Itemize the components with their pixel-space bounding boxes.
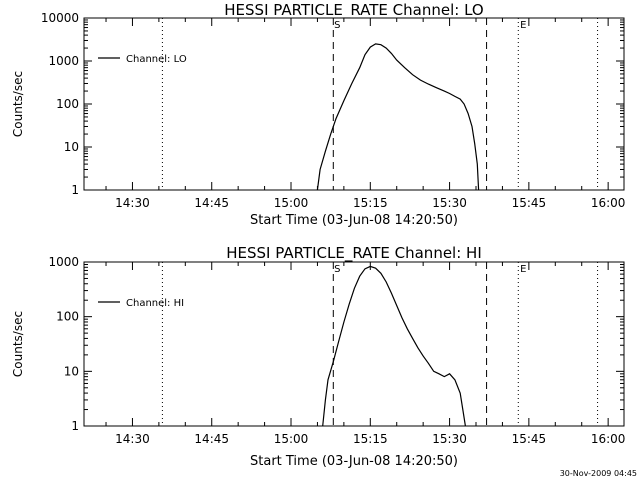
y-tick-label: 10 xyxy=(64,364,79,378)
chart-title: HESSI PARTICLE_RATE Channel: LO xyxy=(224,1,483,20)
x-axis-label: Start Time (03-Jun-08 14:20:50) xyxy=(250,213,458,228)
chart-title: HESSI PARTICLE_RATE Channel: HI xyxy=(226,244,482,263)
y-tick-label: 100 xyxy=(56,97,79,111)
x-tick-label: 15:00 xyxy=(274,196,309,210)
x-tick-label: 15:45 xyxy=(512,196,547,210)
legend-label: Channel: LO xyxy=(126,54,187,65)
plot-frame xyxy=(83,17,625,191)
x-axis-label: Start Time (03-Jun-08 14:20:50) xyxy=(250,454,458,469)
series-line xyxy=(322,265,466,427)
y-tick-label: 1 xyxy=(71,419,79,433)
x-tick-label: 15:30 xyxy=(432,196,467,210)
y-tick-label: 10 xyxy=(64,140,79,154)
y-axis-label: Counts/sec xyxy=(11,311,25,377)
hi-channel-panel: HESSI PARTICLE_RATE Channel: HI Start Tim… xyxy=(11,244,625,469)
start-marker-label: S xyxy=(334,264,340,275)
y-tick-label: 1000 xyxy=(48,54,79,68)
y-tick-label: 10000 xyxy=(41,11,79,25)
end-marker-label: E xyxy=(520,264,526,275)
x-tick-label: 15:45 xyxy=(512,432,547,446)
x-tick-label: 14:30 xyxy=(115,432,150,446)
x-tick-label: 16:00 xyxy=(591,196,626,210)
x-tick-label: 14:30 xyxy=(115,196,150,210)
y-tick-label: 100 xyxy=(56,310,79,324)
end-marker-label: E xyxy=(520,20,526,31)
legend-label: Channel: HI xyxy=(126,298,184,309)
start-marker-label: S xyxy=(334,20,340,31)
plot-frame xyxy=(83,261,625,427)
x-tick-label: 14:45 xyxy=(194,196,229,210)
x-tick-label: 15:00 xyxy=(274,432,309,446)
x-tick-label: 15:15 xyxy=(353,432,388,446)
y-tick-label: 1000 xyxy=(48,255,79,269)
x-tick-label: 15:30 xyxy=(432,432,467,446)
x-tick-label: 16:00 xyxy=(591,432,626,446)
y-axis-label: Counts/sec xyxy=(11,71,25,137)
x-tick-label: 15:15 xyxy=(353,196,388,210)
series-line xyxy=(316,43,480,191)
footer-timestamp: 30-Nov-2009 04:45 xyxy=(560,469,637,478)
x-tick-label: 14:45 xyxy=(194,432,229,446)
y-tick-label: 1 xyxy=(71,183,79,197)
lo-channel-panel: HESSI PARTICLE_RATE Channel: LO Start Tim… xyxy=(11,1,625,228)
